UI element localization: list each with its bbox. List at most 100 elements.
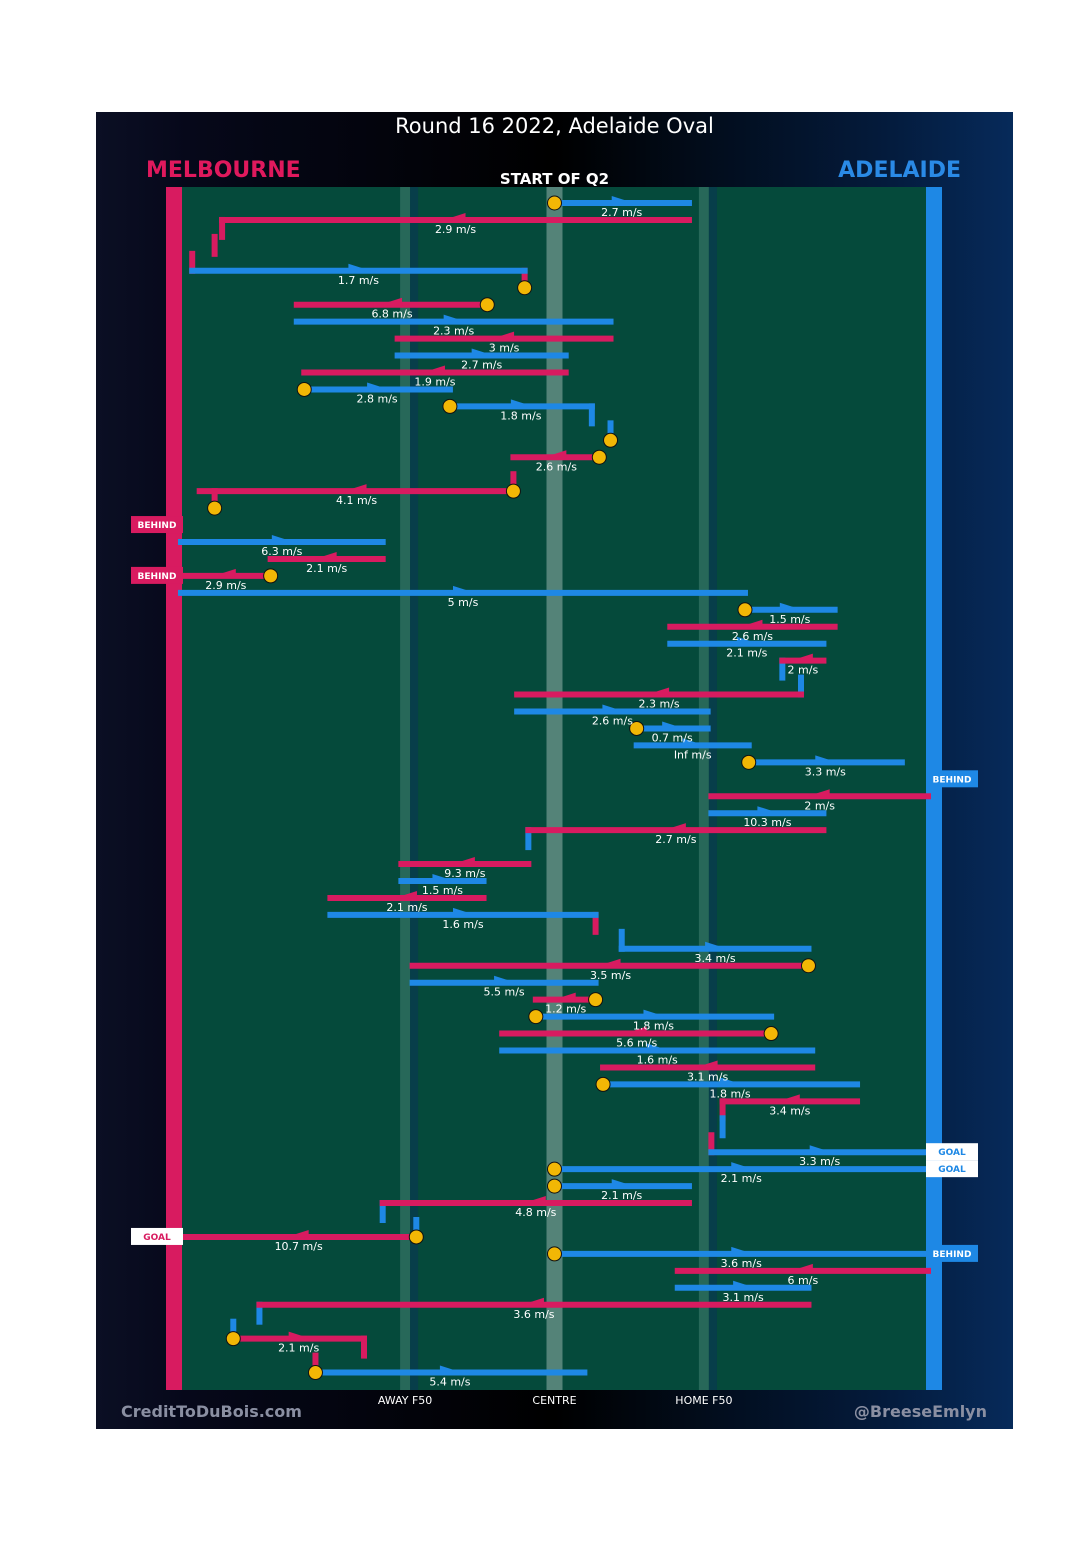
speed-label: 6 m/s xyxy=(788,1274,819,1287)
speed-label: 6.8 m/s xyxy=(371,308,412,321)
speed-label: 2.7 m/s xyxy=(601,206,642,219)
direction-arrow xyxy=(647,1043,670,1052)
speed-label: 9.3 m/s xyxy=(444,867,485,880)
speed-label: 2.1 m/s xyxy=(601,1189,642,1202)
direction-arrow xyxy=(740,619,763,628)
direction-arrow xyxy=(494,975,517,984)
score-badge-behind xyxy=(926,1244,978,1262)
speed-label: 2.8 m/s xyxy=(357,392,398,405)
direction-arrow xyxy=(757,806,780,815)
score-badge-goal xyxy=(926,1160,978,1178)
direction-arrow xyxy=(344,484,367,493)
possession-start-marker xyxy=(408,1229,424,1245)
x-axis-tick-label: HOME F50 xyxy=(675,1394,732,1407)
direction-arrow xyxy=(367,382,390,391)
speed-label: 1.8 m/s xyxy=(633,1020,674,1033)
direction-arrow xyxy=(452,907,475,916)
speed-label: 2.7 m/s xyxy=(461,359,502,372)
possession-chain-chart: 2.7 m/s 2.9 m/s 1.7 m/s 6.8 m/s 2.3 m/s 3 m/s… xyxy=(131,187,978,1407)
speed-label: 5.5 m/s xyxy=(483,986,524,999)
start-markers xyxy=(207,195,816,1381)
direction-arrow xyxy=(348,263,371,272)
score-badge-text: GOAL xyxy=(938,1148,966,1158)
speed-label: 1.5 m/s xyxy=(769,613,810,626)
speed-label: 1.7 m/s xyxy=(338,274,379,287)
speed-label: 2.6 m/s xyxy=(592,715,633,728)
possession-start-marker xyxy=(547,1246,562,1262)
direction-arrow xyxy=(733,1280,756,1289)
score-badge-text: BEHIND xyxy=(933,775,972,785)
direction-arrow xyxy=(394,890,417,899)
speed-label: 1.9 m/s xyxy=(414,376,455,389)
chain-segments xyxy=(178,196,931,1376)
direction-arrow xyxy=(736,636,759,645)
direction-arrow xyxy=(432,874,455,882)
direction-arrow xyxy=(553,992,576,1001)
score-badge-text: GOAL xyxy=(143,1233,171,1243)
direction-arrow xyxy=(777,1094,800,1103)
direction-arrow xyxy=(510,399,533,408)
speed-label: 2.9 m/s xyxy=(205,579,246,592)
speed-label: 3.3 m/s xyxy=(805,765,846,778)
axis-ticks: AWAY F50 CENTRE HOME F50 xyxy=(378,1394,733,1407)
possession-start-marker xyxy=(547,1178,562,1194)
direction-arrow xyxy=(624,1026,647,1035)
direction-arrow xyxy=(731,1162,754,1171)
speed-label: 2.9 m/s xyxy=(435,223,476,236)
period-label: START OF Q2 xyxy=(499,170,610,188)
possession-start-marker xyxy=(517,280,533,296)
score-badge-text: BEHIND xyxy=(138,521,177,531)
speed-label: 2.6 m/s xyxy=(536,460,577,473)
direction-arrow xyxy=(271,535,294,543)
direction-arrow xyxy=(662,721,685,730)
speed-label: 2.1 m/s xyxy=(386,901,427,914)
adelaide-goal-line xyxy=(926,187,942,1390)
direction-arrow xyxy=(807,789,830,798)
speed-label: 5.6 m/s xyxy=(616,1037,657,1050)
speed-label: 3.4 m/s xyxy=(695,952,736,965)
melbourne-team-label: MELBOURNE xyxy=(146,158,301,183)
direction-arrow xyxy=(643,1009,666,1018)
speed-label: 2.1 m/s xyxy=(726,647,767,660)
speed-label: 1.8 m/s xyxy=(500,409,541,422)
adelaide-team-label: ADELAIDE xyxy=(838,158,961,183)
speed-label: 3.6 m/s xyxy=(513,1308,554,1321)
possession-start-marker xyxy=(547,195,562,211)
score-badge-behind xyxy=(926,770,978,788)
speed-label: 4.8 m/s xyxy=(515,1206,556,1219)
possession-start-marker xyxy=(296,381,312,397)
speed-label: 1.6 m/s xyxy=(442,918,483,931)
direction-arrow xyxy=(439,1365,462,1374)
direction-arrow xyxy=(790,653,813,662)
speed-label: 2.7 m/s xyxy=(655,833,696,846)
direction-arrow xyxy=(443,314,466,323)
speed-label: 2.3 m/s xyxy=(639,698,680,711)
speed-label: 10.7 m/s xyxy=(275,1240,323,1253)
speed-label: 3.4 m/s xyxy=(769,1104,810,1117)
credit-left: CreditToDuBois.com xyxy=(121,1402,302,1421)
speed-label: 10.3 m/s xyxy=(743,816,791,829)
score-badge-goal xyxy=(926,1143,978,1161)
speed-label: 6.3 m/s xyxy=(261,545,302,558)
speed-label: 5.4 m/s xyxy=(429,1376,470,1389)
x-axis-tick-label: AWAY F50 xyxy=(378,1394,432,1407)
possession-start-marker xyxy=(763,1026,779,1042)
direction-arrow xyxy=(602,704,625,713)
speed-label: 2.1 m/s xyxy=(721,1172,762,1185)
direction-arrow xyxy=(720,1077,743,1086)
possession-start-marker xyxy=(741,754,757,770)
direction-arrow xyxy=(663,823,686,832)
direction-arrow xyxy=(611,1179,634,1188)
speed-label: 0.7 m/s xyxy=(652,731,693,744)
speed-label: 5 m/s xyxy=(448,596,479,609)
field-stripe-shadow-2 xyxy=(708,187,717,1390)
x-axis-tick-label: CENTRE xyxy=(532,1394,576,1407)
field-stripe-2 xyxy=(698,187,709,1390)
possession-start-marker xyxy=(737,602,753,618)
direction-arrow xyxy=(288,1331,311,1340)
chart-panel: 2.7 m/s 2.9 m/s 1.7 m/s 6.8 m/s 2.3 m/s 3 m/s… xyxy=(96,112,1013,1429)
speed-label: 3.1 m/s xyxy=(723,1291,764,1304)
possession-start-marker xyxy=(603,432,619,448)
possession-start-marker xyxy=(225,1331,241,1347)
direction-arrow xyxy=(695,1060,718,1069)
